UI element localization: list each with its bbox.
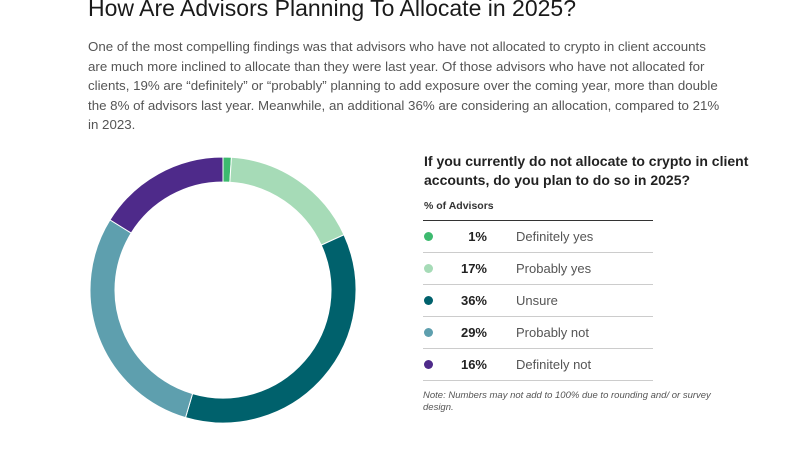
category-label: Unsure: [516, 293, 558, 308]
category-label: Definitely not: [516, 357, 592, 372]
donut-slice-probably-yes: [229, 156, 345, 246]
donut-slice-definitely-not: [109, 156, 224, 234]
legend-row: 36% Unsure: [423, 285, 653, 317]
chart-note: Note: Numbers may not add to 100% due to…: [423, 390, 711, 413]
category-label: Definitely yes: [516, 229, 594, 244]
legend-row: 29% Probably not: [423, 317, 653, 349]
value-label: 16%: [460, 357, 487, 372]
legend-row: 1% Definitely yes: [423, 221, 653, 253]
donut-chart: [89, 156, 357, 424]
chart-title: If you currently do not allocate to cryp…: [424, 153, 749, 188]
legend-row: 17% Probably yes: [423, 253, 653, 285]
legend-swatch: [424, 232, 433, 241]
legend-header-rule: [423, 220, 653, 221]
legend-swatch: [424, 360, 433, 369]
value-label: 17%: [460, 261, 487, 276]
legend-swatch: [424, 328, 433, 337]
legend: 1% Definitely yes 17% Probably yes 36% Unsure…: [423, 221, 783, 381]
donut-slice-probably-not: [89, 219, 194, 419]
unit-label: % of Advisors: [424, 200, 494, 212]
legend-swatch: [424, 264, 433, 273]
page-title: How Are Advisors Planning To Allocate in…: [88, 0, 576, 21]
legend-panel: If you currently do not allocate to cryp…: [423, 152, 783, 414]
value-label: 29%: [460, 325, 487, 340]
donut-slice-unsure: [184, 234, 357, 424]
category-label: Probably yes: [516, 261, 592, 276]
intro-paragraph: One of the most compelling findings was …: [88, 39, 720, 132]
legend-swatch: [424, 296, 433, 305]
category-label: Probably not: [516, 325, 589, 340]
value-label: 36%: [460, 293, 487, 308]
legend-row: 16% Definitely not: [423, 349, 653, 381]
value-label: 1%: [468, 229, 487, 244]
